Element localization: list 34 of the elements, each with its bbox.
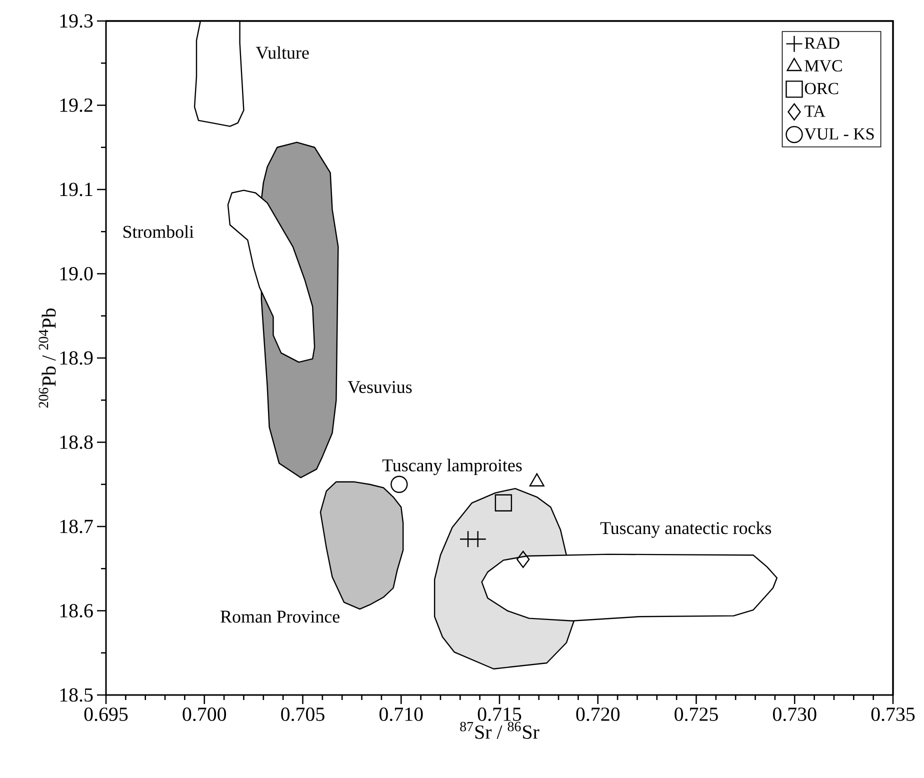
x-tick-label: 0.705 [281,708,324,722]
y-tick-label: 18.9 [60,351,93,365]
x-tick-label: 0.730 [772,708,816,722]
y-tick-label: 18.5 [60,688,93,702]
y-tick-label: 18.8 [60,435,93,450]
series-label: Vulture [256,46,309,59]
series-label: Roman Province [220,610,340,623]
legend-label: RAD [804,37,840,49]
series-label: Vesuvius [348,381,412,394]
legend-label: VUL - KS [804,128,874,140]
y-tick-label: 18.6 [60,604,93,618]
y-tick-label: 19.2 [60,98,92,112]
x-tick-label: 0.700 [182,708,226,722]
y-tick-label: 18.7 [60,520,93,534]
y-axis-title: $^{206}$Pb / $^{204}$Pb [38,308,56,408]
point [390,476,408,493]
x-tick-label: 0.725 [674,708,718,722]
y-tick-label: 19.1 [60,182,92,196]
y-tick-label: 19.0 [60,266,93,281]
point [494,494,512,512]
legend-label: ORC [804,82,838,94]
point [516,550,530,568]
series-label: Tuscany lamproites [382,458,522,476]
x-tick-label: 0.715 [478,708,522,722]
series-label: Tuscany anatectic rocks [600,522,772,538]
x-tick-label: 0.695 [84,708,128,722]
y-tick-label: 19.3 [60,14,93,28]
legend-label: TA [804,106,826,117]
legend-label: Stromboli [123,225,194,238]
legend-label: MVC [804,60,842,72]
x-tick-label: 0.710 [379,708,423,722]
x-tick-label: 0.720 [576,708,620,722]
x-axis-title: $^{87}$Sr / $^{86}$Sr [460,722,540,739]
x-tick-label: 0.735 [871,708,915,722]
